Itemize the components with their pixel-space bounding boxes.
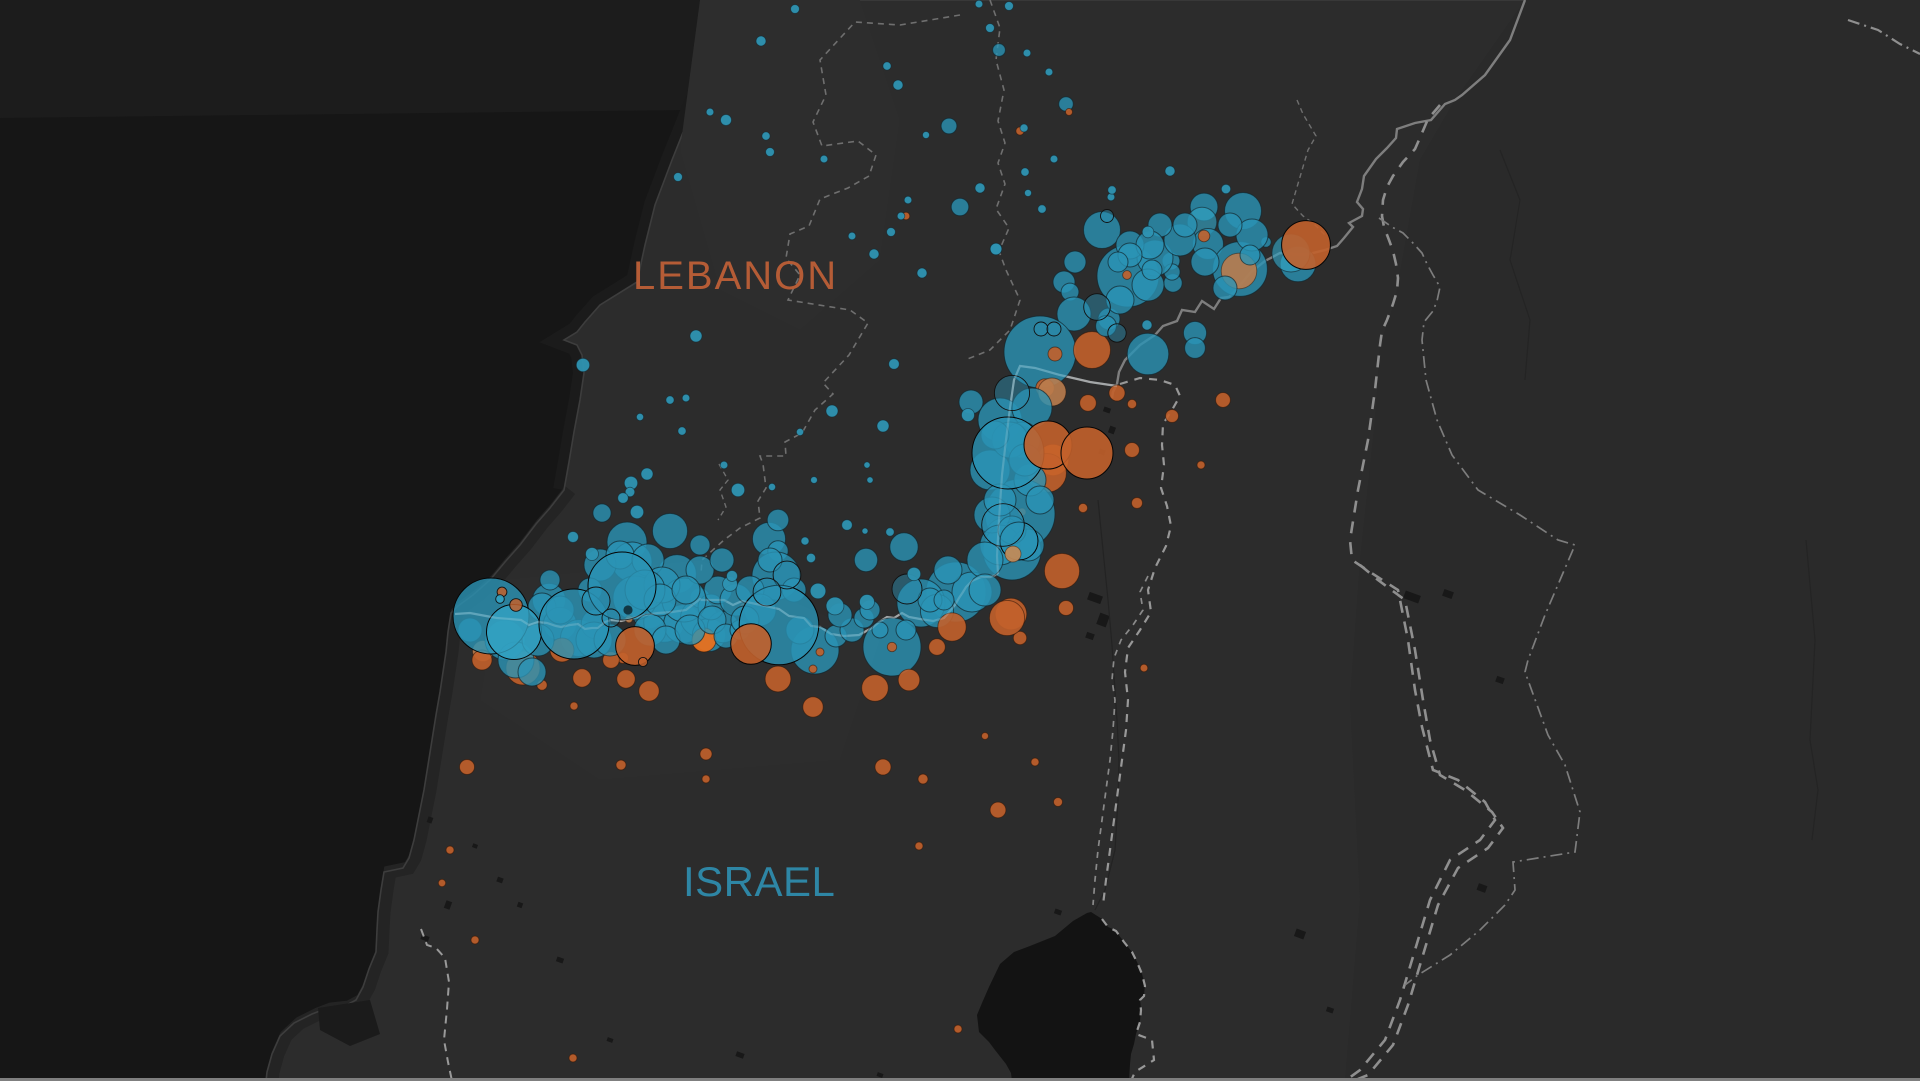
svg-text:ISRAEL: ISRAEL	[683, 858, 835, 905]
svg-text:LEBANON: LEBANON	[633, 254, 838, 298]
